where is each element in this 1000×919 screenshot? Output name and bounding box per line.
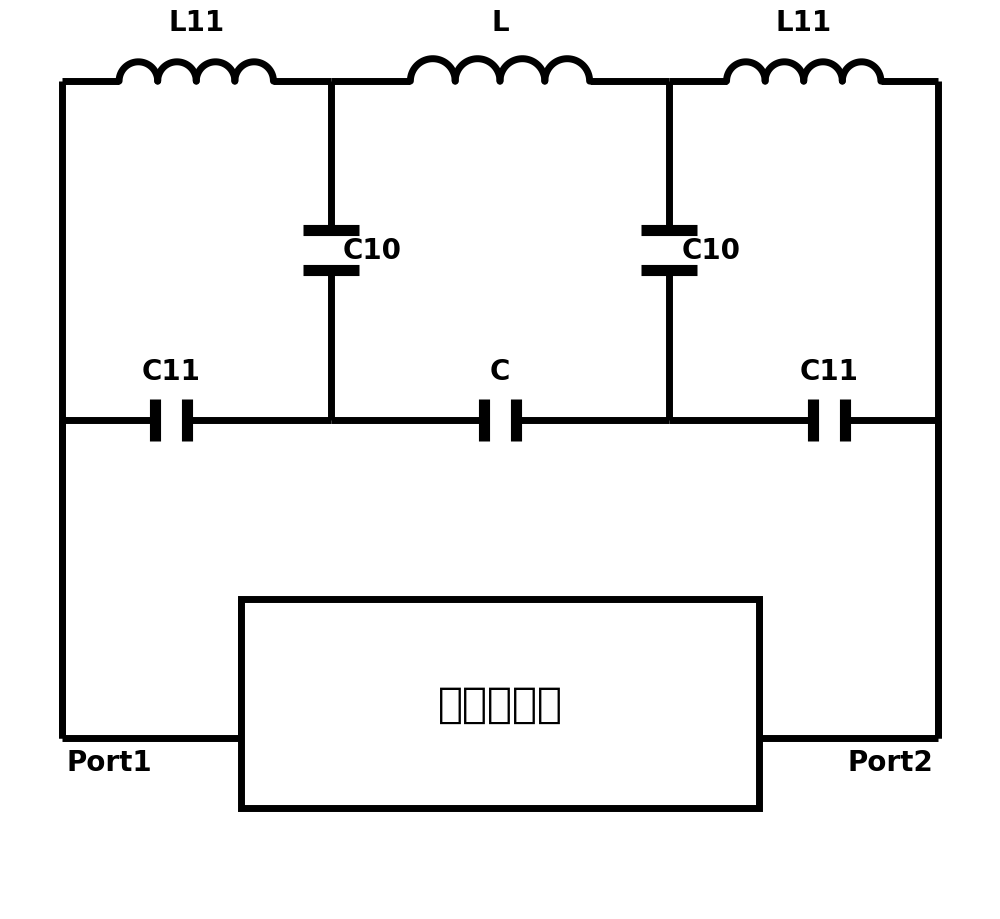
Text: L11: L11	[168, 9, 224, 38]
Text: L: L	[491, 9, 509, 38]
Text: Port1: Port1	[67, 748, 152, 777]
Text: Port2: Port2	[847, 748, 933, 777]
Bar	[241, 599, 759, 808]
Text: C: C	[490, 357, 510, 385]
Text: C10: C10	[681, 237, 740, 265]
Text: L11: L11	[776, 9, 832, 38]
Text: C10: C10	[343, 237, 402, 265]
Text: C11: C11	[142, 357, 201, 385]
Text: 网络分析仪: 网络分析仪	[438, 683, 562, 725]
Text: C11: C11	[799, 357, 858, 385]
